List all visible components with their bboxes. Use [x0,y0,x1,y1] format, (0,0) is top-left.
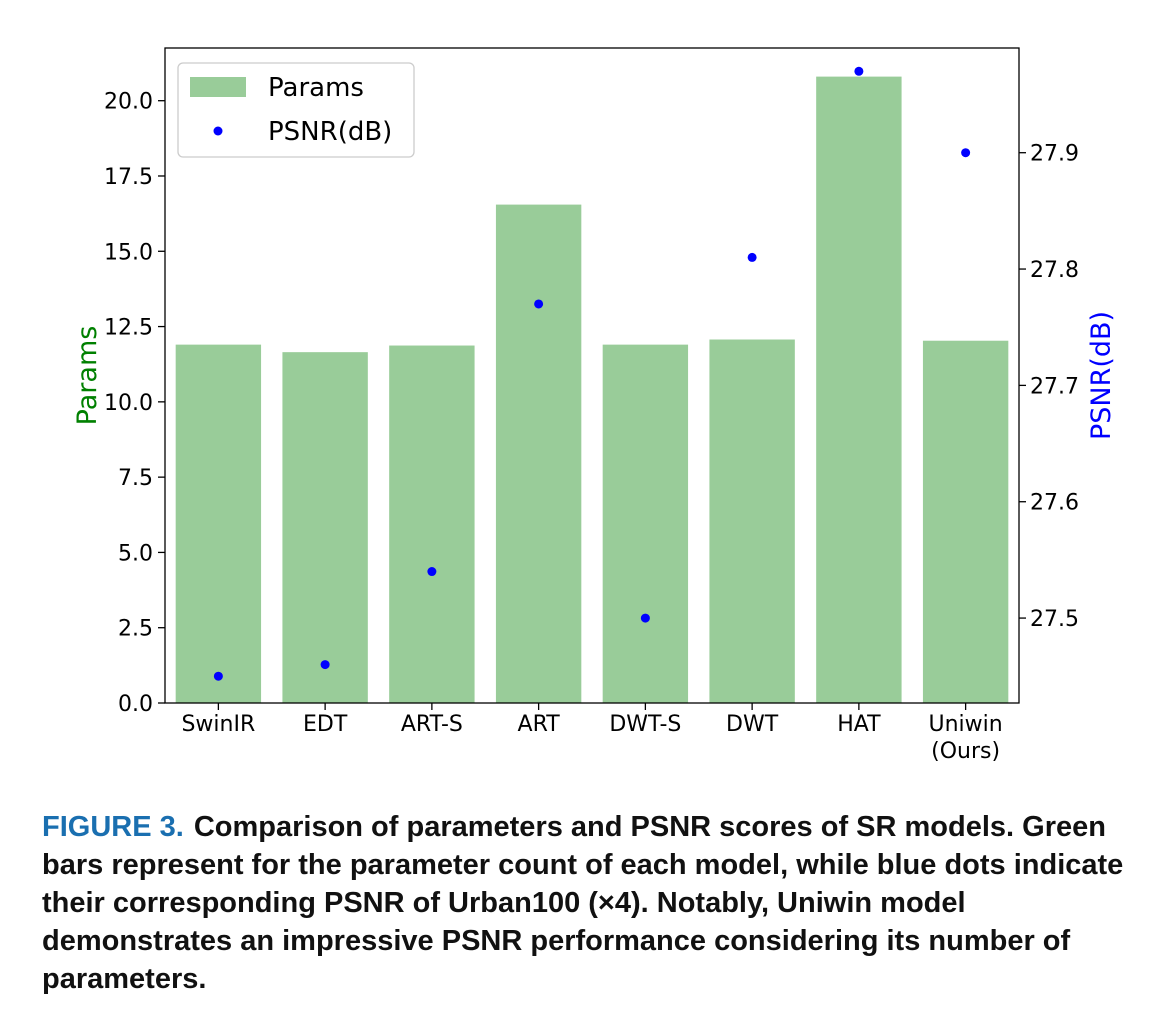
y-tick-label-6: 15.0 [104,240,153,265]
plot-frame [164,47,1020,704]
psnr-point-0 [213,671,223,681]
legend-psnr-label: PSNR(dB) [268,117,392,147]
chart-svg: 0.0 2.5 5.0 7.5 10.0 12.5 15.0 17.5 20.0 27.5 27.6… [72,47,1117,764]
x-tick-label-5: DWT [726,712,779,737]
x-tick-label-2: ART-S [401,712,463,737]
bar-2 [389,345,475,703]
psnr-point-3 [534,299,544,309]
y-tick-label-4: 10.0 [104,391,153,416]
bar-6 [816,76,902,703]
bar-4 [602,344,689,703]
psnr-point-1 [320,660,330,670]
x-tick-label-0: SwinIR [181,712,255,737]
y2-tick-label-0: 27.5 [1030,607,1079,632]
bar-5 [709,339,795,703]
legend-params-swatch [190,77,246,97]
y-tick-label-7: 17.5 [104,165,153,190]
x-tick-label-6: HAT [837,712,881,737]
y-tick-label-8: 20.0 [104,90,153,115]
y-tick-label-2: 5.0 [118,541,153,566]
bar-0 [175,344,262,703]
y2-tick-label-3: 27.8 [1030,258,1079,283]
psnr-point-5 [747,252,757,262]
bar-3 [495,204,582,703]
figure-caption: FIGURE 3. Comparison of parameters and PS… [42,808,1132,998]
psnr-point-4 [640,613,650,623]
psnr-point-6 [854,66,864,76]
figure-label: FIGURE 3. [42,811,184,843]
psnr-point-7 [961,148,971,158]
y-tick-label-0: 0.0 [118,692,153,717]
bar-1 [282,352,368,703]
x-tick-label-4: DWT-S [609,712,681,737]
psnr-point-2 [427,567,437,577]
y-tick-label-3: 7.5 [118,466,153,491]
x-tick-label-1: EDT [303,712,348,737]
y-tick-label-5: 12.5 [104,316,153,341]
y2-tick-label-4: 27.9 [1030,142,1079,167]
y2-axis-label: PSNR(dB) [1086,311,1117,440]
y-tick-label-1: 2.5 [118,617,153,642]
x-tick-label-3: ART [518,712,561,737]
bar-7 [922,340,1009,703]
y2-tick-label-1: 27.6 [1030,491,1079,516]
caption-text: Comparison of parameters and PSNR scores… [42,811,1124,995]
legend-psnr-marker [213,126,223,136]
y-axis-label: Params [72,326,103,426]
chart-figure: 0.0 2.5 5.0 7.5 10.0 12.5 15.0 17.5 20.0 27.5 27.6… [72,47,1117,764]
legend-params-label: Params [268,73,364,103]
y2-tick-label-2: 27.7 [1030,374,1079,399]
x-tick-label-7: Uniwin (Ours) [929,712,1003,764]
